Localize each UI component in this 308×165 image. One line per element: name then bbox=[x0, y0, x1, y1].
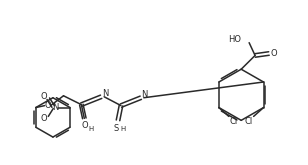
Text: H: H bbox=[120, 126, 126, 132]
Text: H: H bbox=[89, 126, 94, 132]
Text: N: N bbox=[102, 89, 108, 98]
Text: N: N bbox=[142, 90, 148, 99]
Text: O: O bbox=[82, 121, 89, 130]
Text: O: O bbox=[44, 101, 51, 110]
Text: HO: HO bbox=[228, 35, 241, 44]
Text: N: N bbox=[52, 103, 59, 112]
Text: O: O bbox=[40, 92, 47, 101]
Text: Cl: Cl bbox=[230, 117, 238, 126]
Text: O: O bbox=[40, 114, 47, 123]
Text: O: O bbox=[271, 49, 277, 58]
Text: Cl: Cl bbox=[245, 117, 253, 126]
Text: S: S bbox=[113, 124, 119, 133]
